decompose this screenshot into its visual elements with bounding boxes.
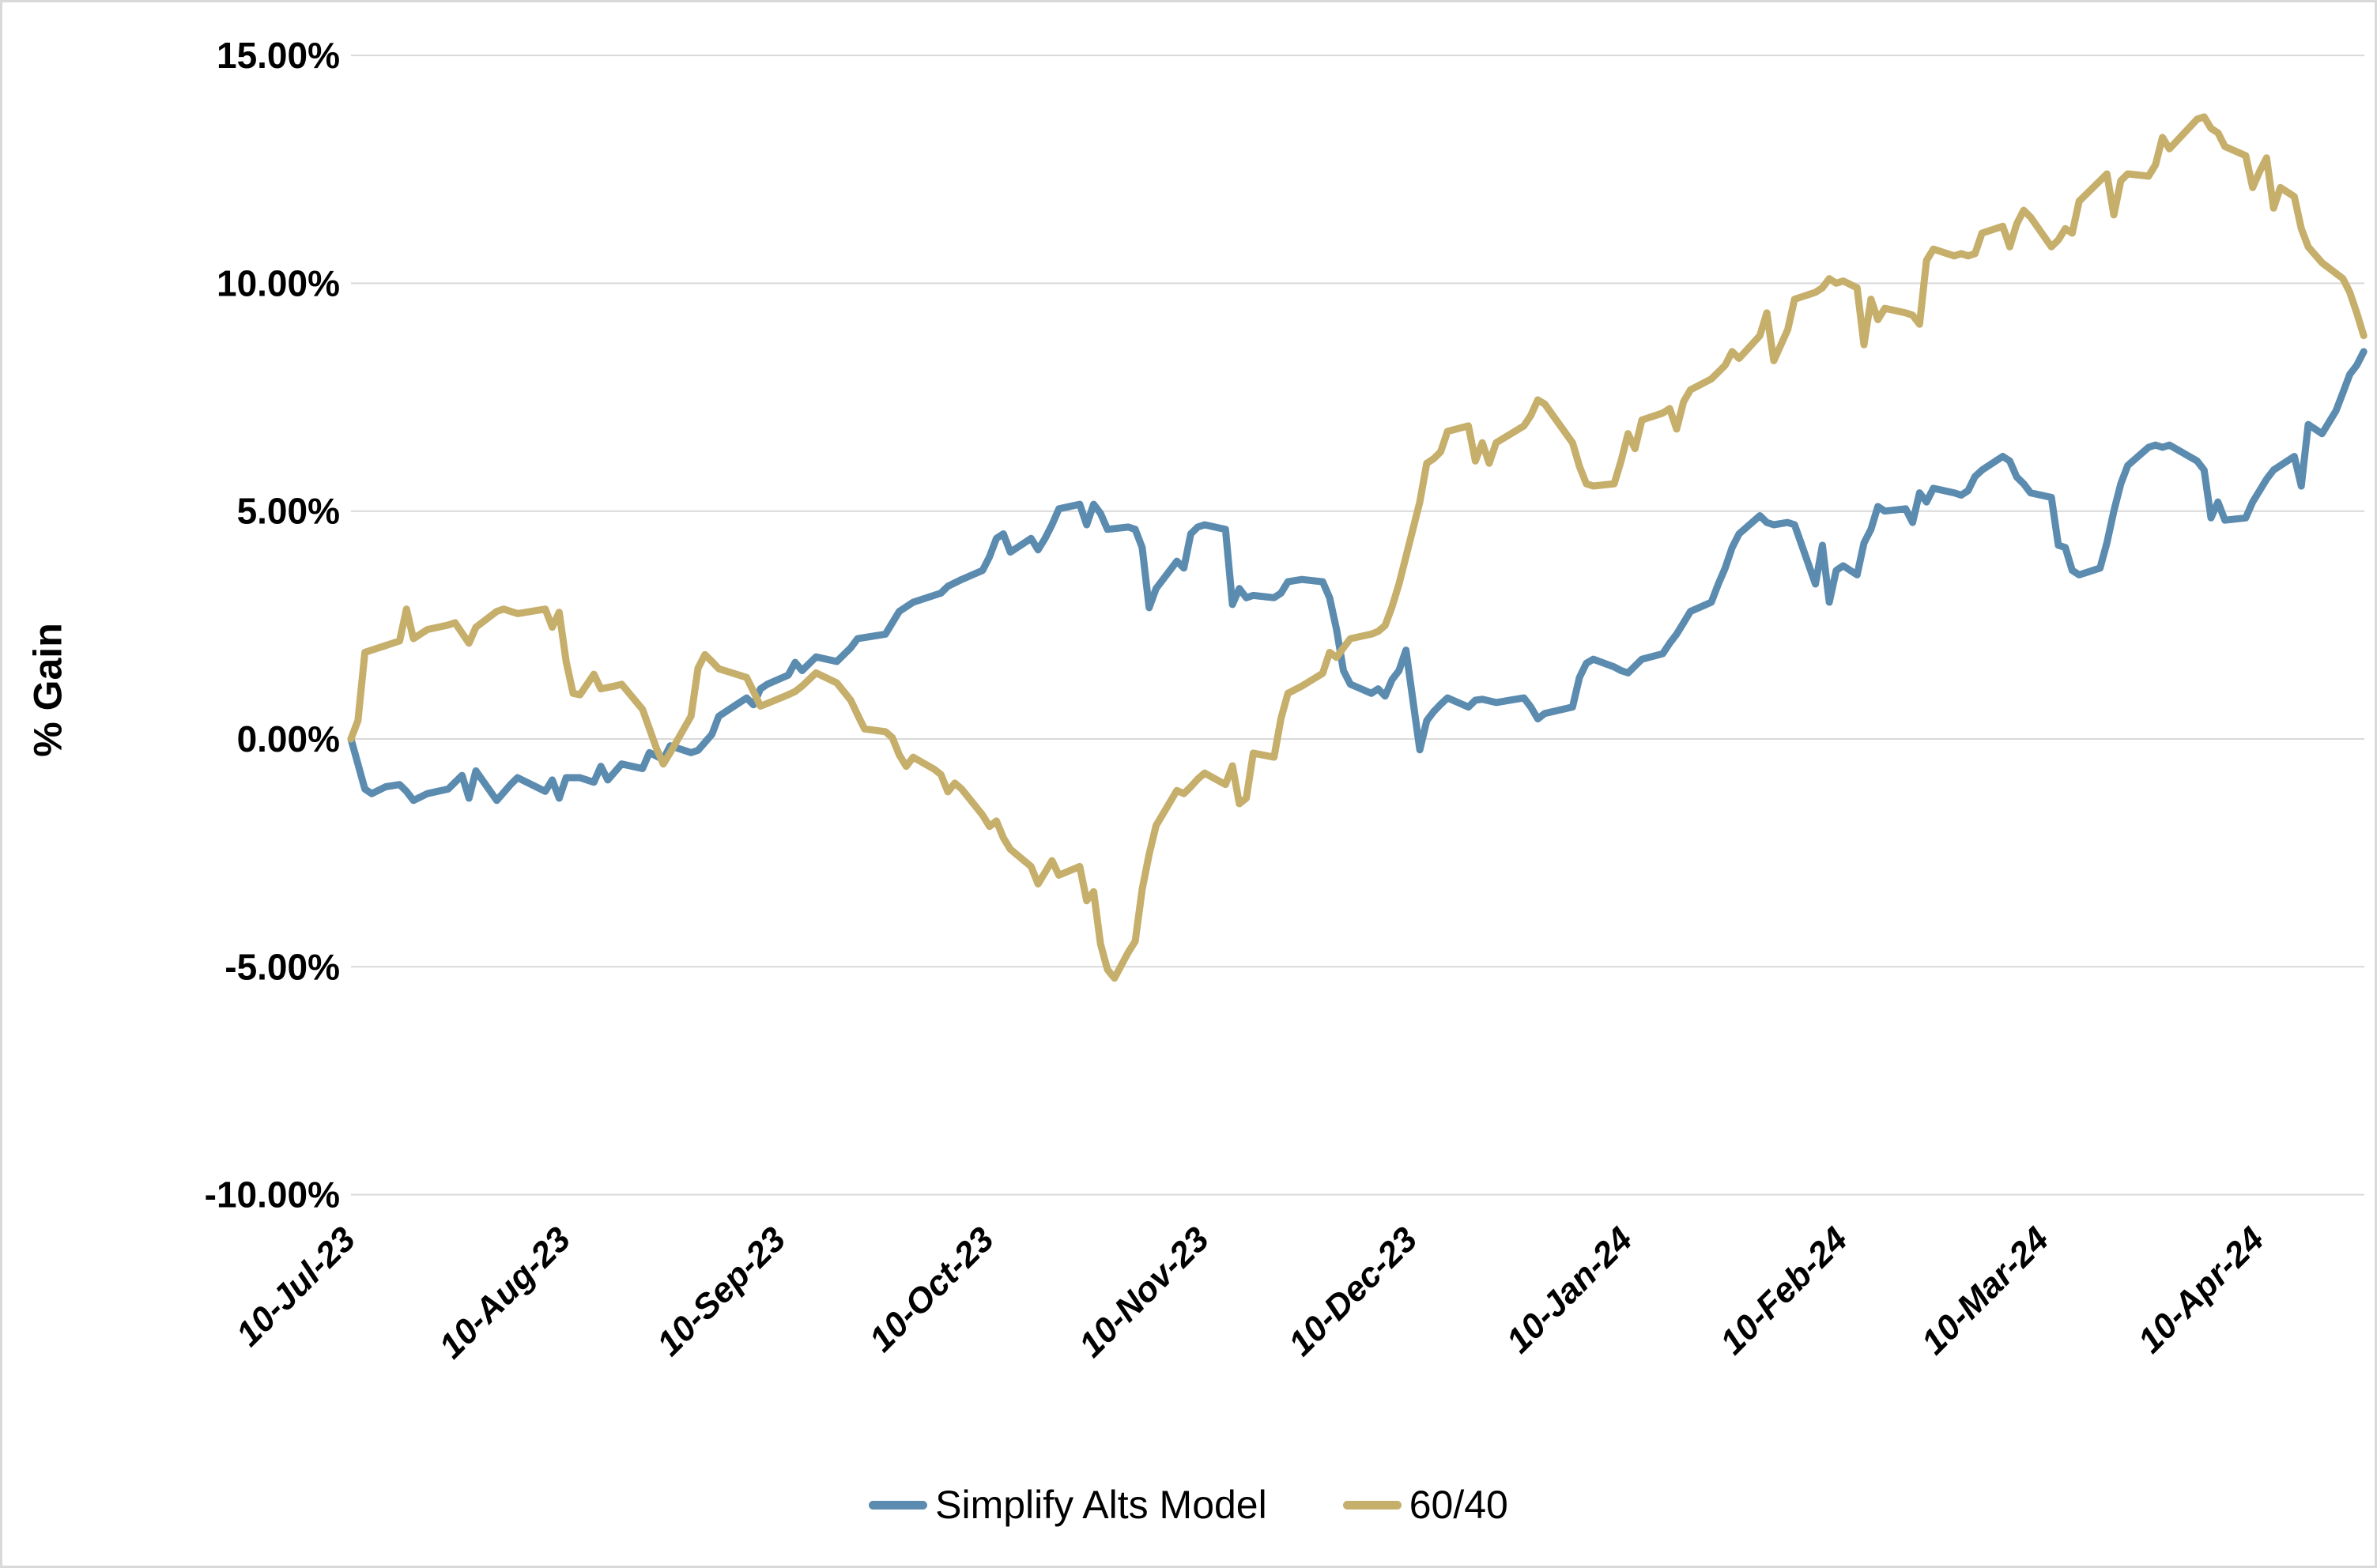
legend-label-simplify-alts-model: Simplify Alts Model (935, 1483, 1267, 1527)
y-tick--10.00%: -10.00% (205, 1174, 340, 1216)
gridlines (351, 55, 2364, 1196)
x-tick-10-Oct-23: 10-Oct-23 (862, 1219, 1001, 1359)
x-tick-10-Dec-23: 10-Dec-23 (1281, 1219, 1425, 1363)
legend-swatch-simplify-alts-model (869, 1500, 928, 1510)
line-simplify-alts-model (347, 348, 2368, 805)
legend-item-simplify-alts-model: Simplify Alts Model (869, 1482, 1267, 1528)
x-axis-tick-labels: 10-Jul-23 10-Aug-23 10-Sep-23 10-Oct-23 10-N… (229, 1219, 2272, 1366)
y-axis-title-text: % Gain (26, 623, 71, 757)
y-tick-5.00%: 5.00% (237, 491, 340, 532)
x-tick-10-Aug-23: 10-Aug-23 (432, 1219, 578, 1366)
x-tick-10-Apr-24: 10-Apr-24 (2130, 1219, 2271, 1360)
x-tick-10-Jul-23: 10-Jul-23 (229, 1219, 364, 1354)
x-tick-10-Feb-24: 10-Feb-24 (1713, 1219, 1855, 1362)
y-axis-tick-labels: 15.00% 10.00% 5.00% 0.00% -5.00% -10.00% (205, 35, 340, 1216)
legend-swatch-60-40 (1342, 1500, 1402, 1510)
x-tick-10-Mar-24: 10-Mar-24 (1914, 1219, 2056, 1362)
legend-label-60-40: 60/40 (1409, 1483, 1508, 1527)
y-tick-15.00%: 15.00% (217, 35, 340, 76)
y-tick-0.00%: 0.00% (237, 718, 340, 760)
y-axis-title: % Gain (25, 508, 72, 872)
x-tick-10-Nov-23: 10-Nov-23 (1072, 1219, 1217, 1364)
legend: Simplify Alts Model 60/40 (2, 1482, 2375, 1528)
y-tick-10.00%: 10.00% (217, 262, 340, 303)
x-tick-10-Sep-23: 10-Sep-23 (650, 1219, 794, 1363)
y-tick--5.00%: -5.00% (224, 946, 340, 987)
x-tick-10-Jan-24: 10-Jan-24 (1499, 1219, 1639, 1360)
series-lines (347, 113, 2368, 982)
line-60-40 (347, 113, 2368, 982)
legend-item-60-40: 60/40 (1342, 1482, 1508, 1528)
